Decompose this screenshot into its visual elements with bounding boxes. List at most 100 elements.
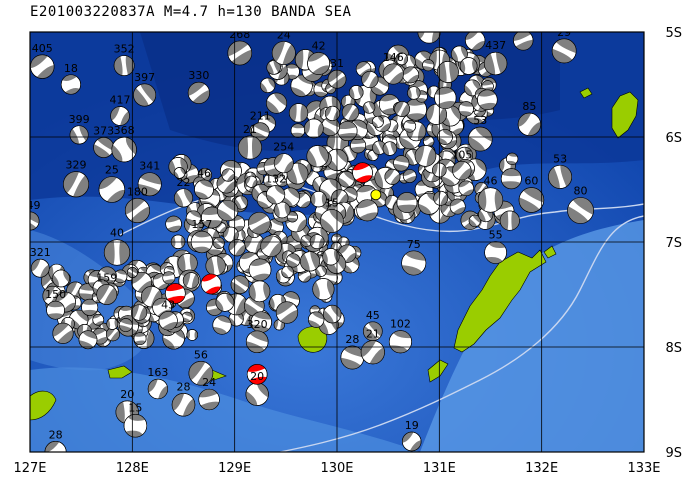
focal-mechanism (182, 272, 200, 289)
focal-mechanism (230, 275, 250, 294)
focal-mechanism-labeled (63, 171, 90, 198)
main-event-mechanism (352, 162, 373, 183)
focal-mechanism-labeled (188, 360, 214, 386)
event-number: 146 (383, 51, 404, 64)
focal-mechanism (350, 137, 366, 154)
focal-mechanism-labeled (174, 188, 193, 208)
focal-mechanism (308, 311, 325, 328)
focal-mechanism (499, 210, 520, 231)
focal-mechanism-labeled (484, 241, 507, 264)
event-number: 22 (177, 176, 191, 189)
focal-mechanism (402, 66, 420, 84)
event-number: 437 (485, 39, 506, 52)
focal-mechanism (217, 199, 239, 222)
focal-mechanism (338, 171, 355, 188)
event-number: 341 (139, 160, 160, 173)
event-number: 55 (489, 228, 503, 241)
grid-lines (30, 32, 644, 452)
event-number: 43 (161, 298, 175, 311)
focal-mechanism (294, 49, 317, 71)
lon-label: 131E (423, 461, 456, 476)
event-number: 254 (273, 141, 294, 154)
event-number: 405 (32, 42, 53, 55)
babar-island (297, 326, 328, 353)
event-number: 75 (407, 238, 421, 251)
event-number: 28 (177, 380, 191, 393)
focal-mechanism (290, 74, 313, 97)
longitude-labels: 127E 128E 129E 130E 131E 132E 133E (13, 461, 660, 476)
focal-mechanism (306, 145, 329, 168)
focal-mechanism (372, 115, 384, 128)
focal-mechanism (286, 211, 298, 223)
romang-island (107, 365, 133, 379)
focal-mechanism (500, 168, 522, 190)
focal-mechanism (464, 79, 481, 97)
event-number: 21 (516, 18, 530, 31)
focal-mechanism (468, 214, 481, 227)
epicenter-marker (370, 189, 382, 201)
focal-mechanism-labeled (273, 153, 294, 174)
focal-mechanism (348, 85, 364, 100)
focal-mechanism-labeled (113, 55, 135, 76)
event-number: 352 (114, 43, 135, 56)
focal-mechanism (52, 322, 74, 344)
focal-mechanism-labeled (483, 51, 508, 76)
event-number: 85 (522, 100, 536, 113)
event-number: 42 (312, 39, 326, 52)
focal-mechanism (130, 304, 148, 321)
focal-mechanism-labeled (124, 197, 150, 224)
focal-mechanism-labeled (111, 136, 137, 163)
lat-label: 7S (665, 236, 682, 251)
map-frame (29, 31, 645, 453)
focal-mechanism (281, 265, 294, 279)
event-number: 132 (265, 173, 286, 186)
main-event-mechanism (165, 283, 186, 304)
focal-mechanism (92, 313, 105, 326)
focal-mechanism (186, 329, 199, 341)
focal-mechanism-labeled (266, 185, 286, 205)
focal-mechanism (118, 318, 133, 332)
focal-mechanism (205, 255, 226, 276)
focal-mechanism (165, 215, 182, 233)
event-number: 19 (405, 419, 419, 432)
focal-mechanism (173, 167, 186, 179)
map-title: E201003220837A M=4.7 h=130 BANDA SEA (30, 4, 352, 20)
focal-mechanism (384, 168, 401, 185)
event-number: 46 (484, 175, 498, 188)
event-number: 28 (345, 333, 359, 346)
event-number: 321 (30, 246, 51, 259)
focal-mechanism (451, 45, 468, 63)
event-number: 163 (147, 366, 168, 379)
event-number: 24 (202, 376, 216, 389)
focal-mechanism (407, 86, 421, 100)
event-number: 15 (325, 196, 339, 209)
focal-mechanism (310, 191, 327, 208)
focal-mechanism-labeled (567, 197, 594, 224)
focal-mechanism-labeled (517, 112, 541, 136)
focal-mechanism (245, 175, 258, 188)
focal-mechanism (288, 103, 309, 123)
lat-label: 9S (665, 446, 682, 461)
focal-mechanism (362, 101, 376, 114)
focal-mechanism-labeled (513, 32, 534, 51)
lat-label: 6S (665, 131, 682, 146)
event-number: 159 (96, 271, 117, 284)
focal-mechanism (299, 251, 321, 272)
focal-mechanism-labeled (194, 179, 214, 200)
focal-mechanism (216, 174, 237, 194)
event-number: 20 (250, 370, 264, 383)
lat-label: 8S (665, 341, 682, 356)
lon-label: 128E (116, 461, 149, 476)
main-events (165, 162, 373, 385)
focal-mechanism-labeled (518, 187, 545, 213)
focal-mechanism (275, 301, 299, 324)
focal-mechanism-labeled (401, 250, 427, 276)
focal-mechanism-labeled (250, 122, 270, 142)
focal-mechanism (382, 141, 397, 156)
focal-mechanism (458, 101, 474, 117)
focal-mechanism-labeled (158, 311, 178, 331)
focal-mechanism-labeled (98, 176, 126, 203)
focal-mechanism-labeled (360, 340, 385, 365)
